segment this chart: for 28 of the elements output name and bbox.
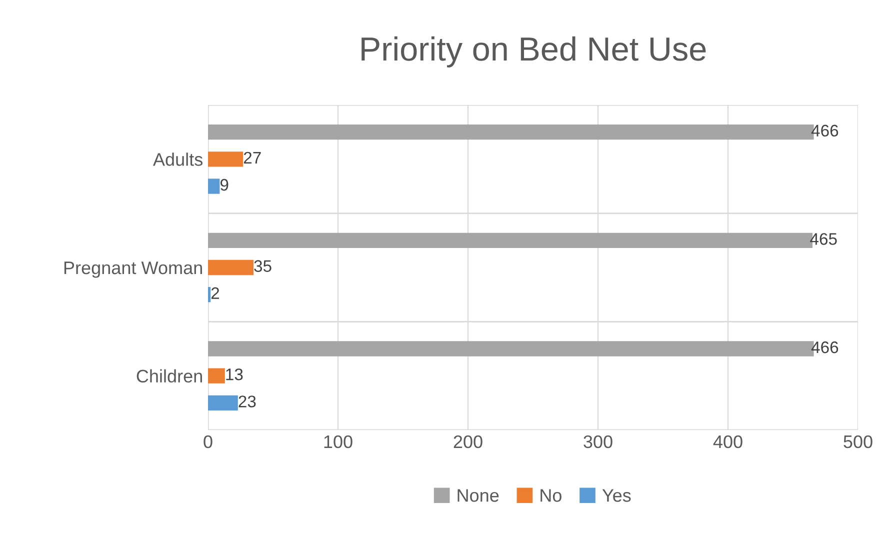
data-label: 35: [254, 260, 272, 272]
x-tick-label: 200: [454, 435, 482, 448]
bar: [208, 260, 254, 276]
legend-label: No: [540, 489, 562, 502]
bar: [208, 395, 238, 410]
x-tick-label: 400: [713, 435, 742, 448]
y-tick-label: Pregnant Woman: [64, 262, 202, 278]
bar: [208, 287, 211, 302]
data-label: 23: [238, 396, 256, 408]
data-label: 465: [810, 233, 837, 245]
data-label: 2: [211, 287, 220, 299]
data-label: 27: [244, 152, 261, 164]
x-tick-label: 0: [204, 435, 212, 448]
data-label: 466: [811, 124, 838, 137]
x-tick-label: 100: [324, 435, 352, 448]
y-tick-label: Adults: [152, 152, 202, 166]
data-label: 466: [811, 341, 838, 354]
legend-label: Yes: [602, 489, 631, 502]
bar: [208, 368, 225, 384]
data-label: 13: [226, 368, 243, 380]
x-tick-label: 500: [844, 435, 872, 448]
legend-label: None: [458, 489, 499, 502]
x-tick-label: 300: [584, 435, 612, 448]
bar: [208, 178, 220, 194]
data-label: 9: [220, 178, 228, 191]
bar: [208, 152, 244, 167]
chart-title: Priority on Bed Net Use: [362, 36, 706, 68]
y-tick-label: Children: [136, 369, 202, 383]
